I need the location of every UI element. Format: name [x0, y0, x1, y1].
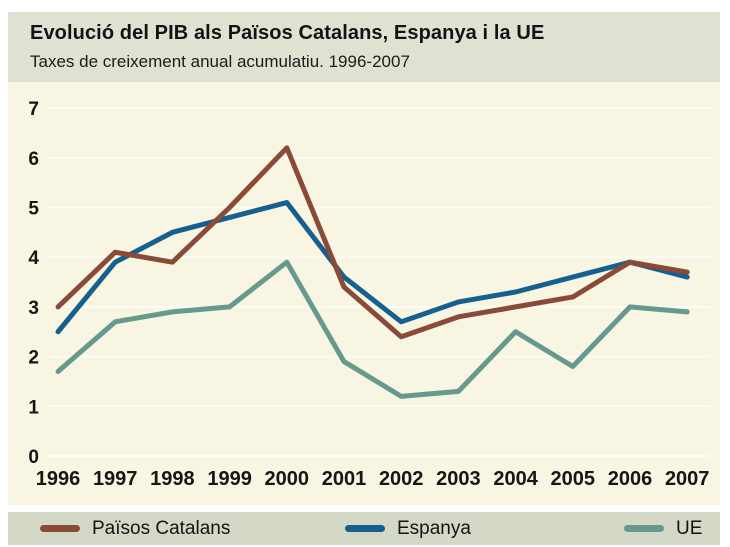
- svg-text:1997: 1997: [93, 468, 138, 490]
- svg-text:2006: 2006: [608, 468, 653, 490]
- svg-text:0: 0: [28, 447, 39, 468]
- svg-text:3: 3: [28, 298, 39, 319]
- plot-panel: 0 1 2 3 4 5 6 7 1996 1997 1998 1999 2000 2001 2002 2003…: [8, 82, 720, 505]
- chart-title: Evolució del PIB als Països Catalans, Es…: [30, 22, 545, 44]
- svg-text:1: 1: [28, 397, 39, 418]
- legend-item-ue: UE: [624, 512, 702, 545]
- chart-subtitle: Taxes de creixement anual acumulatiu. 19…: [30, 52, 410, 71]
- legend-label-paisos-catalans: Països Catalans: [92, 517, 231, 539]
- espanya-line-swatch-icon: [345, 525, 385, 532]
- svg-text:2000: 2000: [265, 468, 310, 490]
- svg-text:2003: 2003: [436, 468, 481, 490]
- svg-text:2004: 2004: [493, 468, 538, 490]
- svg-text:2002: 2002: [379, 468, 424, 490]
- chart-header: Evolució del PIB als Països Catalans, Es…: [8, 12, 720, 82]
- svg-text:2: 2: [28, 348, 39, 369]
- paisos-catalans-line-swatch-icon: [40, 525, 80, 532]
- svg-text:6: 6: [28, 149, 39, 170]
- svg-text:1998: 1998: [150, 468, 195, 490]
- svg-text:2005: 2005: [551, 468, 596, 490]
- legend-item-paisos-catalans: Països Catalans: [40, 512, 230, 545]
- legend-label-ue: UE: [676, 517, 703, 539]
- svg-text:2001: 2001: [322, 468, 367, 490]
- legend-label-espanya: Espanya: [397, 517, 471, 539]
- svg-text:2007: 2007: [665, 468, 710, 490]
- ue-line-swatch-icon: [624, 525, 664, 532]
- chart-legend: Països Catalans Espanya UE: [8, 512, 720, 545]
- legend-item-espanya: Espanya: [345, 512, 471, 545]
- svg-text:7: 7: [28, 99, 39, 120]
- gdp-line-chart: 0 1 2 3 4 5 6 7 1996 1997 1998 1999 2000 2001 2002 2003…: [28, 99, 710, 490]
- svg-text:4: 4: [28, 248, 39, 269]
- svg-text:5: 5: [28, 199, 39, 220]
- svg-text:1996: 1996: [36, 468, 81, 490]
- svg-text:1999: 1999: [207, 468, 252, 490]
